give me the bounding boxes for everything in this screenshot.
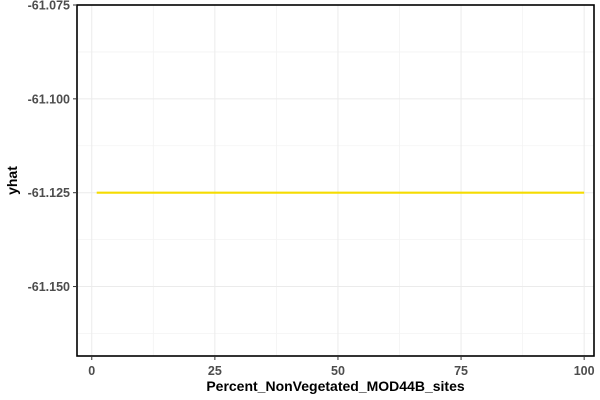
x-axis-title: Percent_NonVegetated_MOD44B_sites [206,378,465,394]
y-axis-title: yhat [4,166,20,195]
y-tick-label: -61.125 [28,186,70,200]
y-tick-label: -61.075 [28,0,70,13]
x-tick-label: 100 [574,364,595,378]
x-tick-label: 75 [454,364,468,378]
x-tick-label: 25 [208,364,222,378]
plot-panel-border [76,4,595,357]
y-tick-label: -61.100 [28,92,70,106]
x-tick-label: 0 [88,364,95,378]
x-tick-label: 50 [331,364,345,378]
y-tick-label: -61.150 [28,280,70,294]
y-axis-ticks: -61.075 -61.100 -61.125 -61.150 [28,0,77,294]
x-axis-ticks: 0 25 50 75 100 [88,356,595,378]
